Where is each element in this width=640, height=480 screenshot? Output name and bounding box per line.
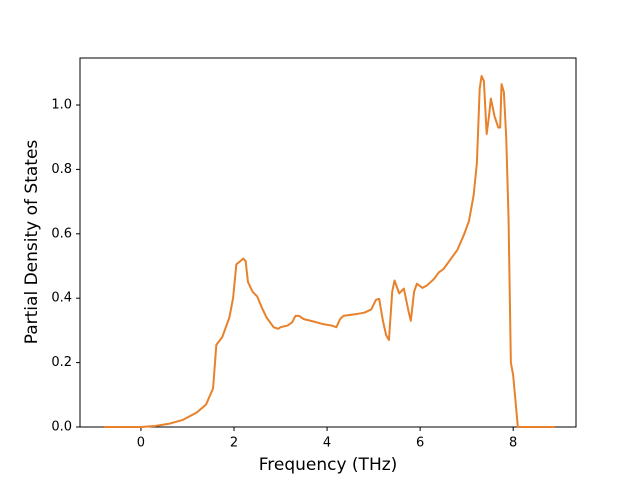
y-tick-label: 0.6 [51, 226, 72, 241]
x-tick-label: 8 [509, 436, 517, 451]
y-tick-label: 0.0 [51, 420, 72, 435]
x-tick-label: 0 [137, 436, 145, 451]
x-tick-label: 6 [416, 436, 424, 451]
x-axis-label: Frequency (THz) [259, 455, 398, 475]
plot-frame [79, 57, 577, 428]
y-tick-label: 0.2 [51, 355, 72, 370]
x-tick-label: 4 [323, 436, 331, 451]
y-axis-label: Partial Density of States [22, 140, 42, 345]
x-tick-label: 2 [230, 436, 238, 451]
y-tick-label: 0.8 [51, 162, 72, 177]
data-line [103, 75, 556, 428]
y-tick-label: 0.4 [51, 291, 72, 306]
y-tick-label: 1.0 [51, 98, 72, 113]
